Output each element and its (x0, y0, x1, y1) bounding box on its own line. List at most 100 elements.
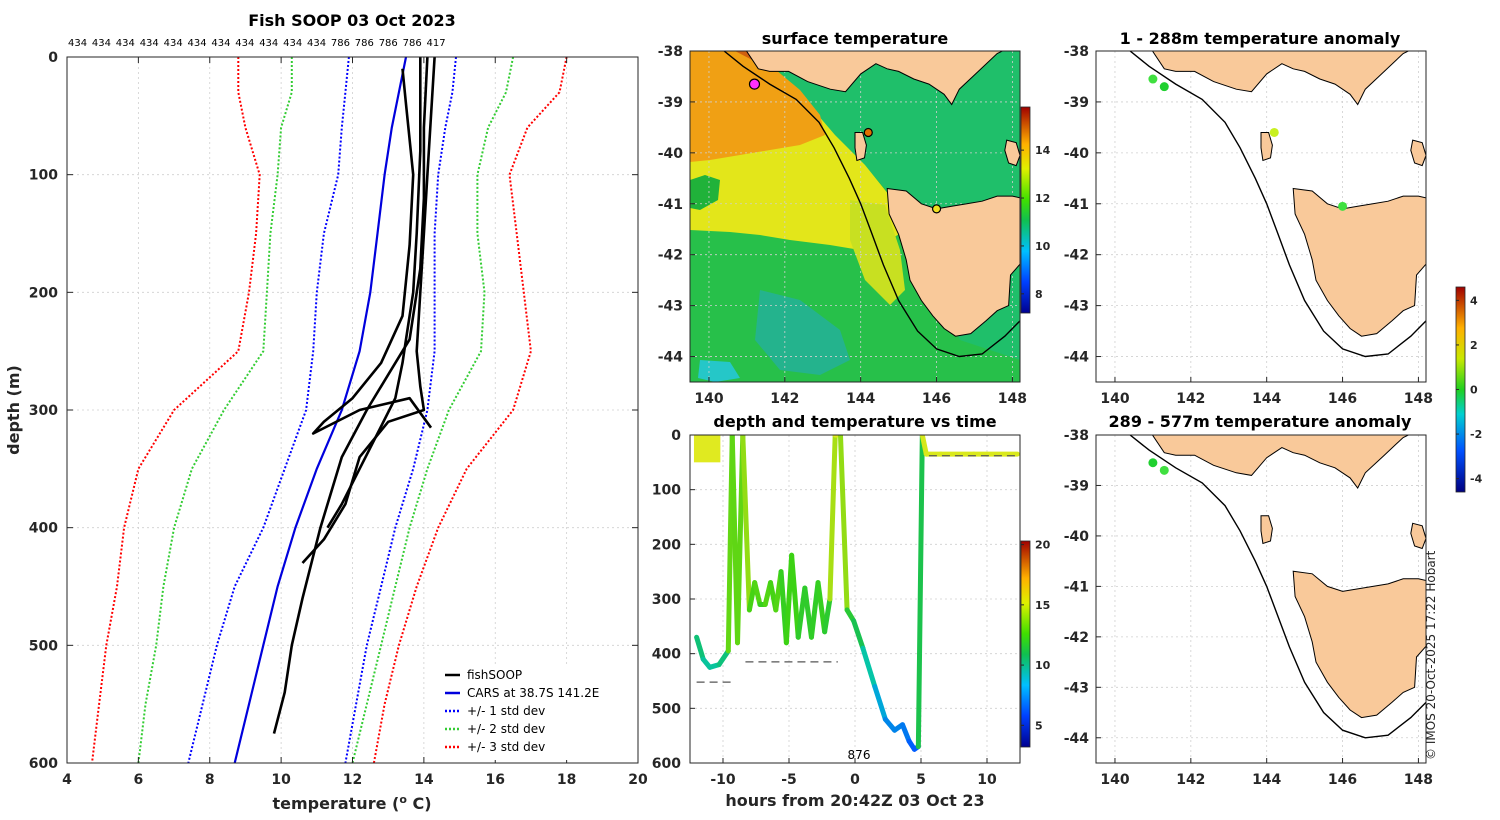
shelf-contour (1129, 51, 1426, 358)
map-ytick-label: -43 (1064, 680, 1089, 696)
flinders-island (1410, 522, 1426, 550)
anom2-point (1148, 458, 1158, 468)
fish-cast-0 (301, 57, 436, 564)
profile-ytick-label: 200 (29, 285, 58, 301)
dt-colorbar (1020, 540, 1031, 748)
sst-colorbar-ticks: 8 10 12 14 (1021, 144, 1051, 301)
map-ytick-label: -38 (658, 44, 683, 60)
tasmania (1292, 187, 1426, 337)
dt-segment (752, 580, 763, 607)
dt-surface-block (693, 435, 721, 463)
profile-count: 434 (283, 38, 302, 49)
profile-xtick-label: 12 (343, 772, 362, 788)
profile-xtick-label: 10 (271, 772, 291, 788)
profile-count: 434 (188, 38, 207, 49)
profile-xlabel-end: C) (407, 794, 432, 813)
stddev-line--3-std-dev (372, 57, 568, 763)
sst-cb-label: 14 (1035, 144, 1051, 157)
dt-segment (837, 435, 850, 613)
sst-markers (748, 78, 942, 214)
fish-cast-1 (272, 57, 429, 734)
dt-title: depth and temperature vs time (713, 412, 996, 431)
profile-count: 434 (140, 38, 159, 49)
dt-segment (851, 618, 866, 651)
profile-count: 434 (116, 38, 135, 49)
anomaly-upper-panel: 1 - 288m temperature anomaly 140 142 144 14… (1064, 29, 1433, 407)
sst-mixed-patch (850, 200, 905, 305)
map-ytick-label: -42 (658, 248, 683, 264)
anom1-point (1269, 127, 1279, 137)
tasmania (886, 187, 1020, 337)
mainland (1151, 435, 1410, 489)
map-ytick-label: -40 (1064, 146, 1090, 162)
dt-segment (716, 648, 731, 668)
legend-entry: fishSOOP (467, 668, 522, 682)
profile-xlabel-main: temperature ( (272, 794, 399, 813)
map-ytick-label: -44 (1064, 350, 1090, 366)
stddev-line--3-std-dev (91, 57, 261, 763)
dt-cb-label: 20 (1035, 539, 1051, 552)
map-ytick-label: -40 (658, 146, 684, 162)
stddev-line--1-std-dev (344, 57, 457, 763)
dt-ytick-label: 100 (652, 483, 681, 499)
mainland (745, 51, 1004, 106)
map-xtick-label: 148 (1404, 391, 1433, 407)
profile-ytick-label: 400 (29, 521, 58, 537)
dt-xlabel: hours from 20:42Z 03 Oct 23 (725, 791, 984, 810)
dt-xtick-label: 5 (916, 772, 926, 788)
anom-cb-label: 0 (1470, 384, 1478, 397)
dt-xtick-label: -10 (710, 772, 736, 788)
map-ytick-label: -43 (658, 299, 683, 315)
dt-segment (694, 634, 706, 662)
anom2-land (1129, 435, 1426, 739)
profile-count: 786 (331, 38, 350, 49)
dt-segment (919, 435, 929, 457)
map-xtick-label: 144 (1252, 391, 1281, 407)
anom2-point (1159, 465, 1169, 475)
map-ytick-label: -39 (1064, 95, 1089, 111)
shelf-contour (1129, 435, 1426, 739)
anom-cb-label: -4 (1470, 473, 1483, 486)
mainland (1151, 51, 1410, 106)
dt-segment (827, 435, 838, 602)
profile-count: 434 (164, 38, 183, 49)
sst-title: surface temperature (762, 29, 949, 48)
stddev-line--2-std-dev (137, 57, 293, 763)
map-xtick-label: 146 (922, 391, 951, 407)
dt-xtick-label: -5 (781, 772, 797, 788)
dt-colorbar-ticks: 5 10 15 20 (1021, 539, 1051, 732)
sst-coldest-patch (698, 360, 740, 382)
map-ytick-label: -39 (1064, 478, 1089, 494)
cars-line (233, 57, 408, 763)
profile-legend: fishSOOP CARS at 38.7S 141.2E +/- 1 std de… (437, 664, 633, 760)
map-ytick-label: -44 (1064, 731, 1090, 747)
flinders-island (1410, 139, 1426, 167)
sst-colorbar (1020, 106, 1031, 314)
map-xtick-label: 148 (998, 391, 1027, 407)
legend-entry: +/- 2 std dev (467, 722, 545, 736)
map-xtick-label: 140 (694, 391, 723, 407)
profile-xtick-label: 16 (486, 772, 505, 788)
profile-count: 434 (307, 38, 326, 49)
king-island (1260, 515, 1273, 545)
dt-ytick-label: 600 (652, 756, 681, 772)
map-xtick-label: 142 (1176, 391, 1205, 407)
fish-cast-3 (326, 57, 422, 529)
sst-marker (931, 204, 942, 214)
map-xtick-label: 146 (1328, 772, 1357, 788)
profile-ytick-label: 500 (29, 638, 58, 654)
map-xtick-label: 144 (1252, 772, 1281, 788)
profile-xtick-label: 8 (205, 772, 215, 788)
dt-ytick-label: 200 (652, 537, 681, 553)
dt-segment (900, 722, 912, 744)
sst-cb-label: 10 (1035, 240, 1051, 253)
dt-segment (872, 683, 888, 722)
dt-segment (860, 645, 878, 689)
anom1-land (1129, 51, 1426, 358)
map-xtick-label: 142 (770, 391, 799, 407)
anom1-point (1159, 82, 1169, 92)
anom1-title: 1 - 288m temperature anomaly (1120, 29, 1401, 48)
